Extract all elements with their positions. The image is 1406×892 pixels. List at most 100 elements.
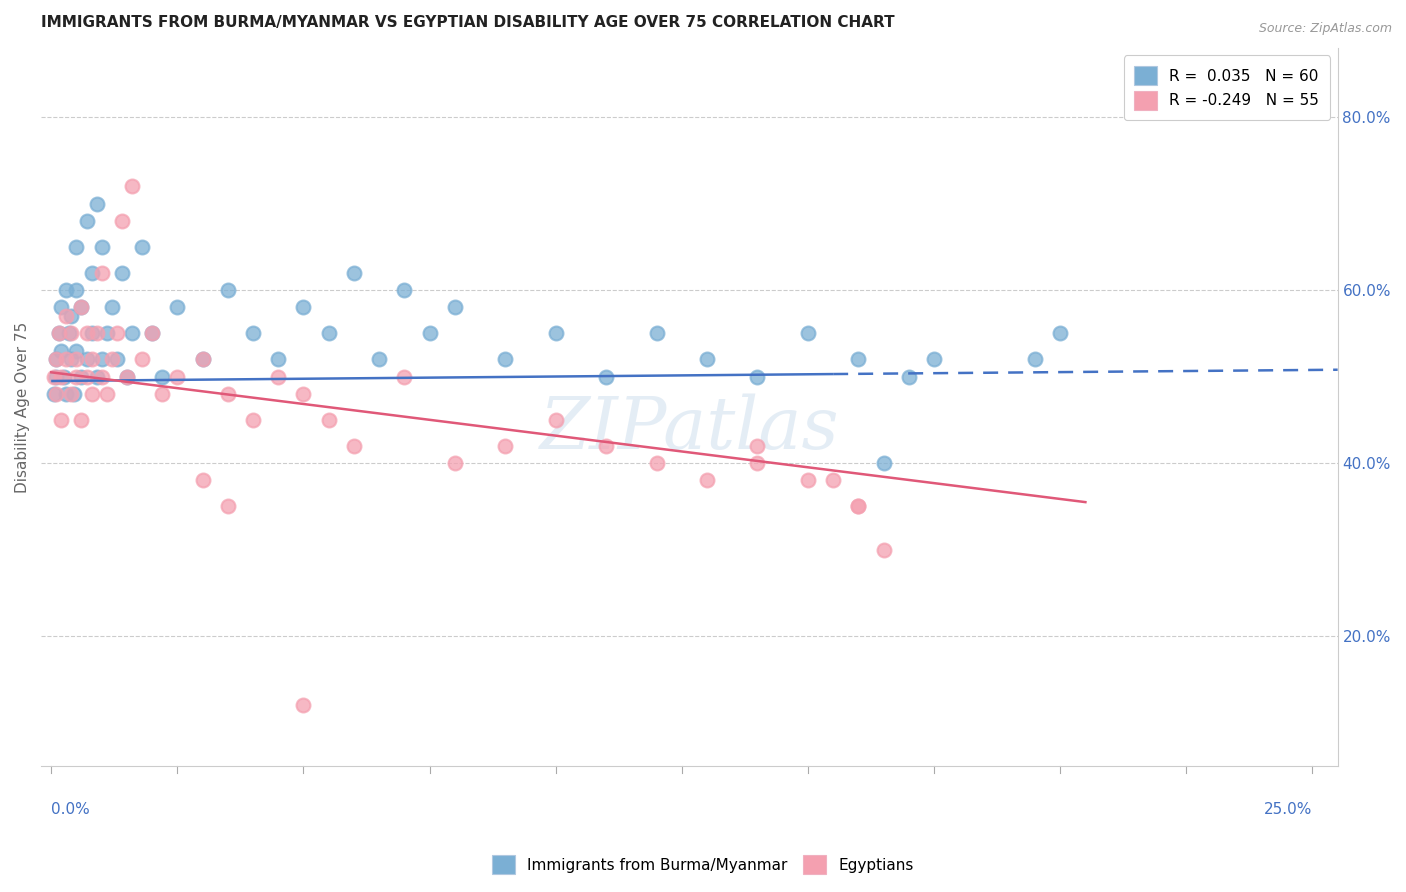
Point [65, 283, 87, 297]
Point [191, 352, 214, 367]
Point [45, 352, 67, 367]
Point [419, 326, 441, 341]
Point [86, 326, 108, 341]
Point [848, 500, 870, 514]
Point [70, 369, 93, 384]
Point [76, 352, 98, 367]
Point [747, 456, 769, 470]
Point [65, 343, 87, 358]
Point [55, 352, 77, 367]
Point [58, 326, 80, 341]
Point [42, 369, 65, 384]
Point [141, 326, 163, 341]
Point [443, 456, 465, 470]
Point [645, 326, 668, 341]
Point [217, 387, 239, 401]
Point [443, 301, 465, 315]
Point [48, 326, 70, 341]
Point [111, 214, 134, 228]
Point [48, 326, 70, 341]
Y-axis label: Disability Age Over 75: Disability Age Over 75 [15, 321, 30, 492]
Point [96, 387, 118, 401]
Point [696, 352, 718, 367]
Point [96, 326, 118, 341]
Point [90, 266, 112, 280]
Point [115, 369, 138, 384]
Point [595, 439, 617, 453]
Point [55, 283, 77, 297]
Point [86, 369, 108, 384]
Point [797, 326, 820, 341]
Point [90, 369, 112, 384]
Point [115, 369, 138, 384]
Point [76, 369, 98, 384]
Point [131, 352, 153, 367]
Point [60, 309, 83, 323]
Point [1049, 326, 1071, 341]
Point [105, 352, 128, 367]
Point [65, 240, 87, 254]
Point [100, 352, 122, 367]
Point [191, 352, 214, 367]
Point [90, 352, 112, 367]
Point [343, 439, 366, 453]
Point [848, 352, 870, 367]
Point [60, 352, 83, 367]
Point [823, 474, 845, 488]
Point [267, 352, 290, 367]
Point [848, 500, 870, 514]
Point [60, 326, 83, 341]
Point [897, 369, 920, 384]
Point [150, 369, 173, 384]
Point [45, 352, 67, 367]
Point [922, 352, 945, 367]
Point [100, 301, 122, 315]
Point [52, 369, 75, 384]
Point [318, 413, 340, 427]
Text: 25.0%: 25.0% [1264, 802, 1312, 817]
Point [191, 474, 214, 488]
Point [65, 369, 87, 384]
Point [595, 369, 617, 384]
Point [544, 413, 567, 427]
Point [121, 326, 143, 341]
Point [394, 283, 416, 297]
Point [292, 301, 315, 315]
Point [872, 542, 894, 557]
Point [111, 266, 134, 280]
Point [55, 309, 77, 323]
Point [63, 387, 86, 401]
Point [368, 352, 391, 367]
Point [90, 240, 112, 254]
Point [60, 387, 83, 401]
Point [80, 352, 103, 367]
Point [166, 301, 188, 315]
Text: IMMIGRANTS FROM BURMA/MYANMAR VS EGYPTIAN DISABILITY AGE OVER 75 CORRELATION CHA: IMMIGRANTS FROM BURMA/MYANMAR VS EGYPTIA… [41, 15, 894, 30]
Text: ZIPatlas: ZIPatlas [540, 393, 839, 464]
Point [105, 326, 128, 341]
Point [42, 387, 65, 401]
Point [80, 387, 103, 401]
Point [217, 283, 239, 297]
Point [872, 456, 894, 470]
Point [343, 266, 366, 280]
Point [131, 240, 153, 254]
Text: 0.0%: 0.0% [51, 802, 90, 817]
Point [121, 179, 143, 194]
Point [394, 369, 416, 384]
Point [696, 474, 718, 488]
Point [70, 413, 93, 427]
Point [267, 369, 290, 384]
Point [747, 439, 769, 453]
Point [1024, 352, 1046, 367]
Point [45, 387, 67, 401]
Point [55, 387, 77, 401]
Point [544, 326, 567, 341]
Point [65, 352, 87, 367]
Legend: R =  0.035   N = 60, R = -0.249   N = 55: R = 0.035 N = 60, R = -0.249 N = 55 [1123, 55, 1330, 120]
Point [494, 352, 516, 367]
Point [70, 301, 93, 315]
Point [51, 413, 73, 427]
Point [76, 214, 98, 228]
Point [150, 387, 173, 401]
